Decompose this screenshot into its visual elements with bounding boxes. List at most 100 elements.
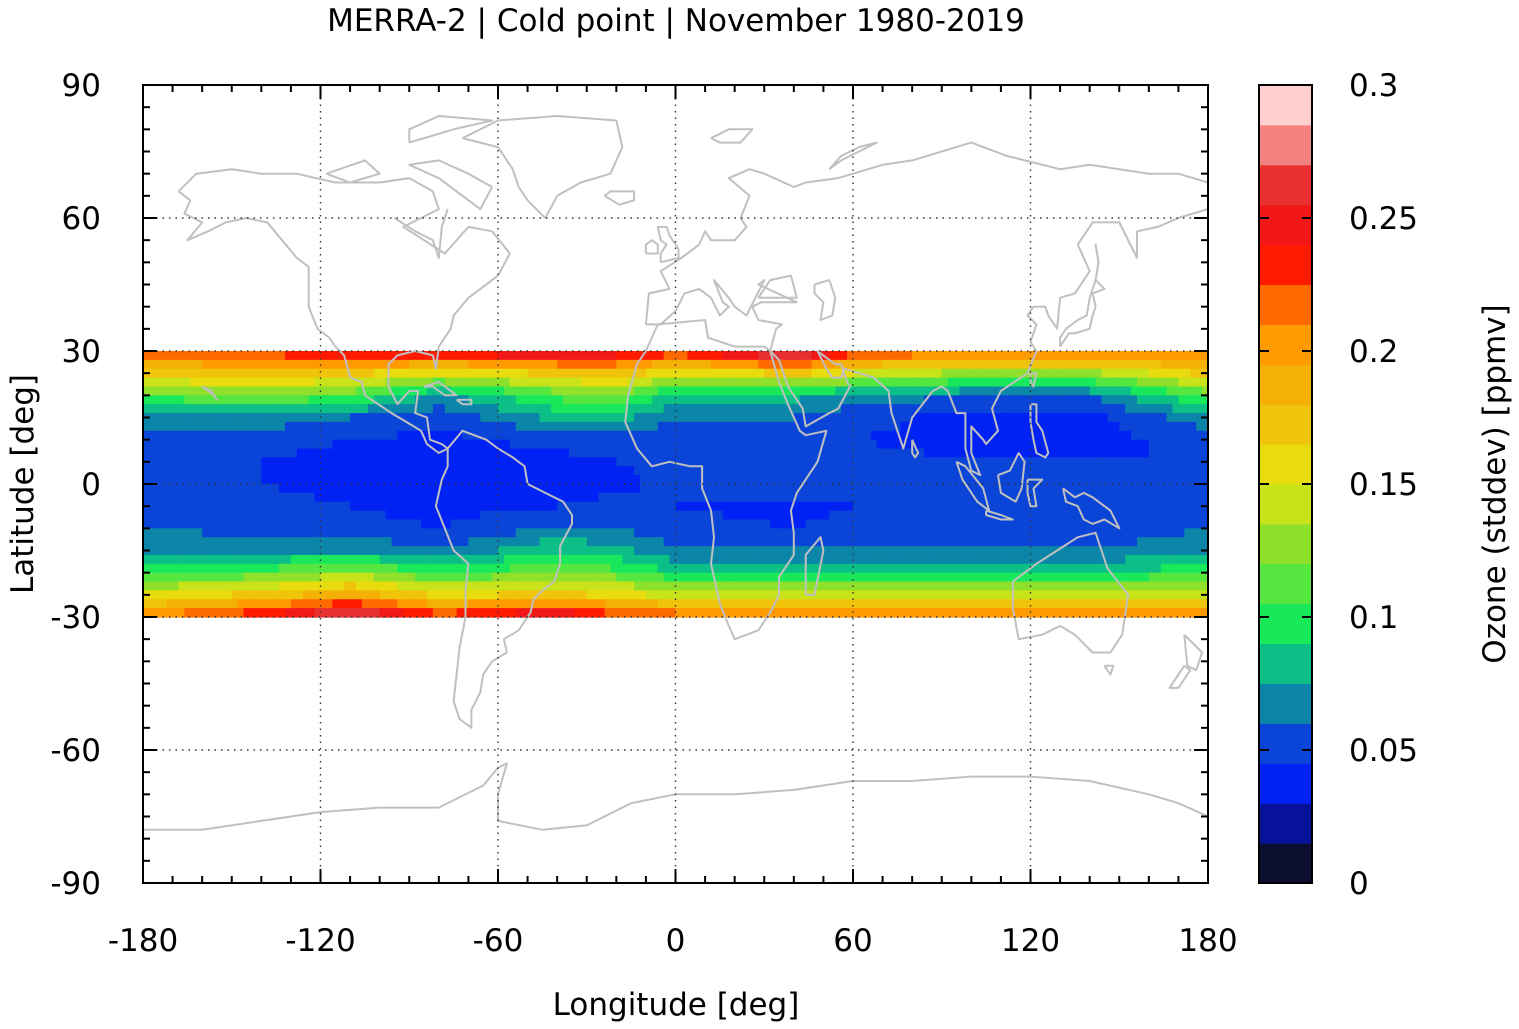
field-cell	[261, 377, 268, 388]
field-cell	[841, 386, 848, 396]
field-cell	[214, 501, 221, 512]
field-cell	[308, 484, 316, 494]
field-cell	[290, 475, 298, 485]
field-cell	[1196, 484, 1203, 494]
field-cell	[1172, 386, 1180, 396]
field-cell	[208, 457, 215, 467]
field-cell	[1060, 377, 1067, 388]
field-cell	[1000, 404, 1008, 414]
field-cell	[409, 484, 416, 494]
field-cell	[415, 439, 422, 450]
field-cell	[799, 581, 807, 591]
field-cell	[338, 404, 345, 414]
field-cell	[876, 395, 884, 405]
field-cell	[882, 572, 890, 583]
field-cell	[900, 386, 907, 396]
field-cell	[143, 439, 150, 450]
field-cell	[900, 448, 907, 458]
field-cell	[184, 510, 191, 521]
field-cell	[190, 457, 197, 467]
field-cell	[344, 404, 351, 414]
field-cell	[1066, 448, 1073, 458]
field-cell	[367, 581, 375, 591]
field-cell	[444, 554, 452, 565]
field-cell	[1077, 501, 1085, 512]
field-cell	[521, 359, 529, 370]
field-cell	[693, 421, 700, 432]
field-cell	[705, 457, 712, 467]
field-cell	[870, 413, 878, 423]
field-cell	[699, 439, 706, 450]
field-cell	[829, 430, 836, 441]
field-cell	[326, 492, 333, 503]
field-cell	[450, 475, 458, 485]
field-cell	[622, 457, 629, 467]
field-cell	[438, 421, 446, 432]
field-cell	[515, 421, 523, 432]
field-cell	[793, 430, 801, 441]
field-cell	[569, 563, 576, 574]
field-cell	[1160, 475, 1168, 485]
field-cell	[468, 351, 475, 361]
field-cell	[397, 430, 404, 441]
field-cell	[154, 528, 162, 538]
field-cell	[1142, 492, 1150, 503]
field-cell	[225, 430, 233, 441]
field-cell	[1024, 413, 1032, 423]
field-cell	[397, 484, 404, 494]
field-cell	[1000, 554, 1008, 565]
field-cell	[563, 475, 570, 485]
field-cell	[468, 492, 475, 503]
field-cell	[740, 377, 748, 388]
field-cell	[1066, 377, 1073, 388]
field-cell	[498, 590, 505, 600]
field-cell	[231, 528, 239, 538]
field-cell	[533, 430, 541, 441]
field-cell	[722, 537, 730, 547]
field-cell	[651, 430, 659, 441]
field-cell	[752, 546, 759, 556]
field-cell	[681, 510, 688, 521]
field-cell	[361, 404, 369, 414]
field-cell	[924, 386, 931, 396]
field-cell	[622, 581, 629, 591]
field-cell	[486, 492, 493, 503]
field-cell	[373, 537, 381, 547]
field-cell	[427, 359, 434, 370]
field-cell	[344, 386, 351, 396]
field-cell	[669, 368, 677, 379]
field-cell	[296, 484, 304, 494]
field-cell	[847, 572, 854, 583]
field-cell	[817, 395, 825, 405]
field-cell	[574, 563, 582, 574]
field-cell	[563, 439, 570, 450]
field-cell	[953, 581, 961, 591]
field-cell	[758, 351, 765, 361]
field-cell	[912, 510, 919, 521]
field-cell	[782, 448, 789, 458]
field-cell	[793, 510, 801, 521]
field-cell	[320, 439, 328, 450]
field-cell	[509, 448, 517, 458]
field-cell	[864, 466, 872, 476]
field-cell	[1101, 377, 1109, 388]
field-cell	[870, 546, 878, 556]
field-cell	[184, 492, 191, 503]
field-cell	[1202, 439, 1208, 450]
field-cell	[551, 377, 558, 388]
field-cell	[462, 359, 470, 370]
field-cell	[1107, 386, 1114, 396]
field-cell	[438, 377, 446, 388]
field-cell	[847, 359, 854, 370]
field-cell	[906, 386, 913, 396]
field-cell	[604, 546, 612, 556]
field-cell	[474, 590, 481, 600]
field-cell	[598, 537, 606, 547]
field-cell	[929, 528, 937, 538]
field-cell	[332, 421, 339, 432]
field-cell	[421, 554, 428, 565]
field-cell	[356, 572, 363, 583]
field-cell	[941, 484, 949, 494]
field-cell	[858, 492, 866, 503]
field-cell	[746, 510, 754, 521]
